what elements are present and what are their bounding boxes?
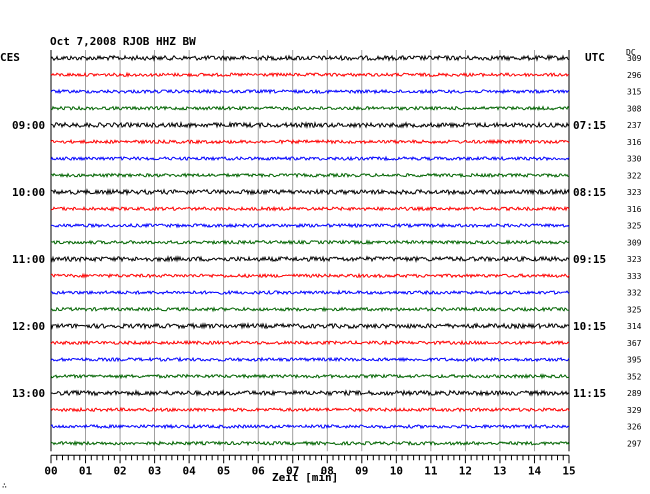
x-tick-label: 11 — [424, 464, 438, 477]
dc-value: 333 — [627, 272, 642, 281]
chart-title: Oct 7,2008 RJOB HHZ BW — [50, 35, 196, 48]
trace-line — [50, 54, 570, 62]
left-time-label: 09:00 — [12, 119, 45, 132]
trace-line — [50, 120, 570, 130]
dc-value: 237 — [627, 121, 642, 130]
trace-line — [50, 339, 570, 346]
trace-line — [50, 423, 570, 430]
right-time-label: 08:15 — [573, 186, 606, 199]
trace-line — [50, 440, 570, 447]
right-time-label: 09:15 — [573, 253, 606, 266]
dc-value: 316 — [627, 138, 642, 147]
trace-line — [50, 172, 570, 179]
dc-value: 395 — [627, 356, 642, 365]
trace-line — [50, 239, 570, 246]
dc-value: 332 — [627, 289, 642, 298]
trace-line — [50, 322, 570, 331]
label-group: 309 296 315 308 237 316 330 322 323 316 325 309 323 3… — [12, 54, 642, 448]
x-tick-label: 04 — [183, 464, 197, 477]
dc-value: 326 — [627, 423, 642, 432]
dc-value: 325 — [627, 305, 642, 314]
right-time-label: 11:15 — [573, 387, 606, 400]
x-tick-label: 03 — [148, 464, 161, 477]
trace-line — [50, 373, 570, 380]
right-axis-label: UTC — [585, 51, 605, 64]
trace-line — [50, 222, 570, 229]
dc-value: 309 — [627, 238, 642, 247]
x-tick-label: 08 — [321, 464, 334, 477]
dc-value: 315 — [627, 88, 642, 97]
dc-value: 329 — [627, 406, 642, 415]
dc-value: 323 — [627, 255, 642, 264]
x-tick-label: 06 — [252, 464, 266, 477]
dc-value: 352 — [627, 372, 642, 381]
dc-value: 323 — [627, 188, 642, 197]
right-time-label: 10:15 — [573, 320, 606, 333]
trace-line — [50, 389, 570, 397]
trace-line — [50, 306, 570, 313]
dc-value: 297 — [627, 439, 642, 448]
left-time-label: 12:00 — [12, 320, 45, 333]
dc-header: DC — [626, 48, 636, 57]
x-axis: 00 01 02 03 04 05 06 07 08 09 10 11 12 13 14 15 — [44, 454, 576, 477]
x-tick-label: 12 — [459, 464, 472, 477]
x-tick-label: 15 — [562, 464, 575, 477]
x-tick-label: 02 — [113, 464, 126, 477]
grid-lines — [50, 50, 570, 452]
right-time-label: 07:15 — [573, 119, 606, 132]
trace-line — [50, 205, 570, 212]
left-time-label: 13:00 — [12, 387, 45, 400]
trace-line — [50, 155, 570, 162]
x-tick-label: 10 — [390, 464, 403, 477]
dc-value: 289 — [627, 389, 642, 398]
x-axis-label: Zeit [min] — [272, 471, 338, 484]
left-time-label: 10:00 — [12, 186, 45, 199]
trace-line — [50, 289, 570, 296]
x-tick-label: 00 — [44, 464, 57, 477]
x-tick-label: 01 — [79, 464, 93, 477]
trace-line — [50, 138, 570, 145]
trace-line — [50, 88, 570, 95]
trace-line — [50, 272, 570, 279]
trace-group — [50, 54, 570, 447]
x-tick-label: 05 — [217, 464, 230, 477]
dc-value: 309 — [627, 54, 642, 63]
x-tick-label: 13 — [493, 464, 506, 477]
trace-line — [50, 71, 570, 78]
dc-value: 316 — [627, 205, 642, 214]
corner-mark: ∴ — [2, 481, 7, 490]
dc-value: 296 — [627, 71, 642, 80]
left-axis-label: CES — [0, 51, 20, 64]
x-tick-label: 07 — [286, 464, 299, 477]
trace-line — [50, 356, 570, 363]
trace-line — [50, 255, 570, 264]
left-time-label: 11:00 — [12, 253, 45, 266]
x-tick-label: 14 — [528, 464, 542, 477]
dc-value: 330 — [627, 155, 642, 164]
x-tick-label: 09 — [355, 464, 368, 477]
dc-value: 325 — [627, 222, 642, 231]
dc-value: 322 — [627, 171, 642, 180]
dc-value: 314 — [627, 322, 642, 331]
trace-line — [50, 188, 570, 197]
trace-line — [50, 406, 570, 413]
dc-value: 308 — [627, 104, 642, 113]
dc-value: 367 — [627, 339, 642, 348]
trace-line — [50, 105, 570, 112]
